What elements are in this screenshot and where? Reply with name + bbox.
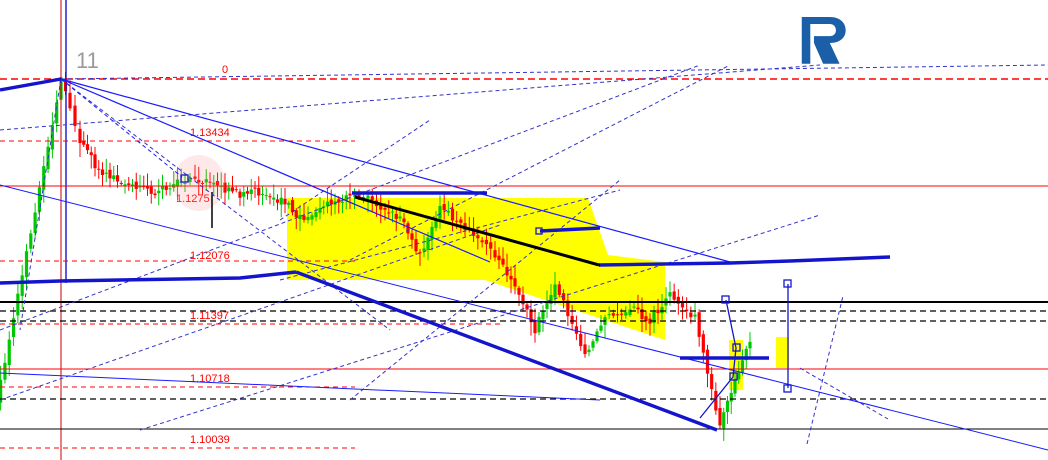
svg-text:1.11397: 1.11397 bbox=[190, 310, 229, 322]
svg-text:1.10039: 1.10039 bbox=[190, 434, 230, 446]
svg-text:1.12076: 1.12076 bbox=[190, 250, 230, 262]
svg-text:1.1275: 1.1275 bbox=[176, 193, 210, 205]
svg-text:0: 0 bbox=[222, 64, 228, 76]
svg-text:11: 11 bbox=[76, 48, 99, 73]
